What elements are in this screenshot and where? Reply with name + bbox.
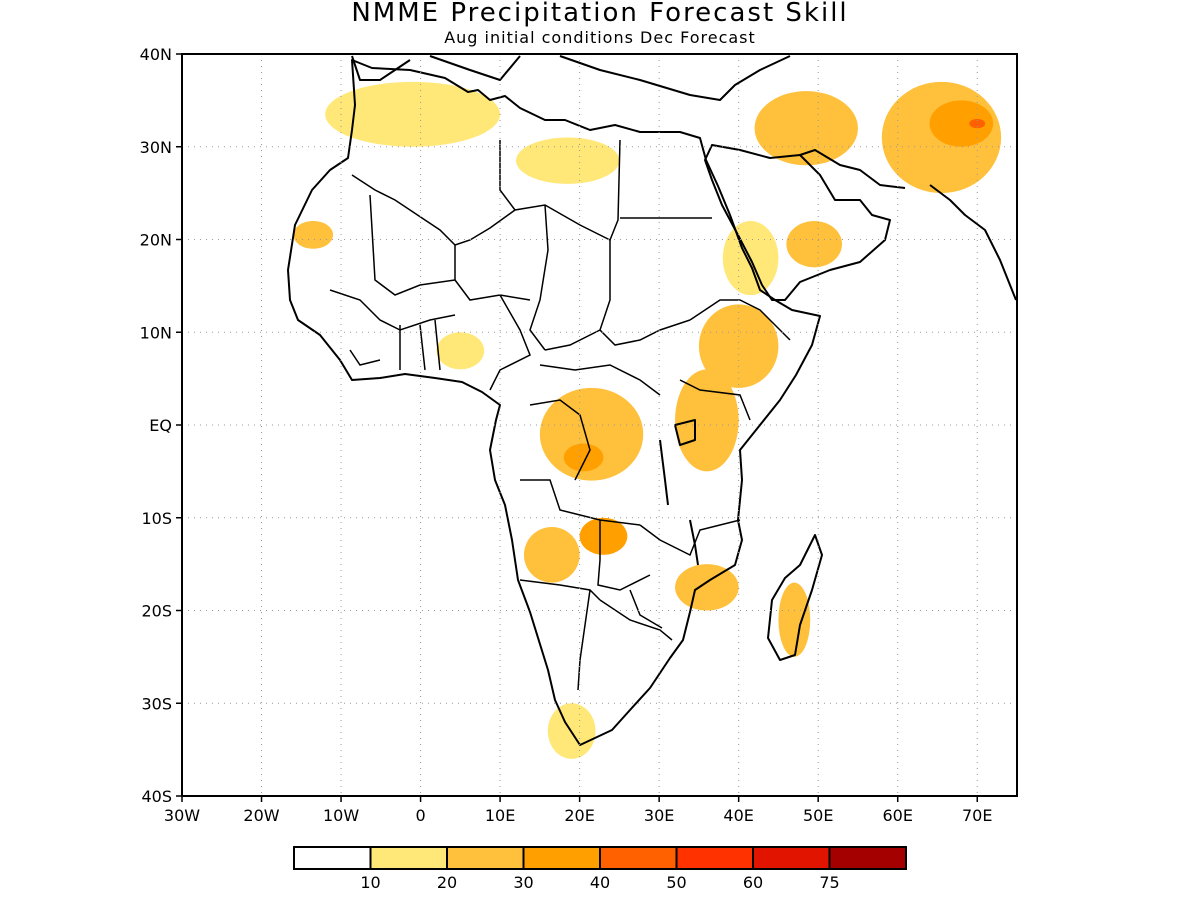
colorbar-label: 75 bbox=[819, 873, 839, 892]
colorbar-label: 50 bbox=[666, 873, 686, 892]
skill-region bbox=[969, 118, 986, 129]
country-borders bbox=[329, 139, 791, 691]
x-tick-label: 50E bbox=[803, 806, 833, 825]
skill-region bbox=[675, 369, 739, 472]
colorbar-swatch bbox=[599, 846, 678, 870]
skill-region bbox=[563, 443, 604, 472]
x-tick-label: 20W bbox=[243, 806, 279, 825]
colorbar-swatch bbox=[752, 846, 831, 870]
x-axis: 30W 20W 10W 0 10E 20E 30E 40E 50E 60E 70E bbox=[164, 796, 992, 825]
x-tick-label: 10E bbox=[485, 806, 515, 825]
y-axis: 40N 30N 20N 10N EQ 10S 20S 30S 40S bbox=[140, 45, 182, 806]
coastlines bbox=[287, 55, 1017, 746]
skill-region bbox=[436, 332, 485, 370]
x-tick-label: 20E bbox=[564, 806, 594, 825]
colorbar-swatch bbox=[293, 846, 372, 870]
arabia-coastline bbox=[704, 144, 891, 301]
colorbar-swatch bbox=[369, 846, 448, 870]
x-tick-label: 40E bbox=[723, 806, 753, 825]
colorbar-label: 10 bbox=[360, 873, 380, 892]
chart-title: NMME Precipitation Forecast Skill bbox=[351, 0, 849, 28]
x-tick-label: 10W bbox=[323, 806, 359, 825]
skill-region bbox=[523, 527, 580, 583]
y-tick-label: 40S bbox=[141, 787, 172, 806]
colorbar-swatch bbox=[828, 846, 907, 870]
y-tick-label: 40N bbox=[140, 45, 172, 64]
y-tick-label: 20N bbox=[140, 231, 172, 250]
great-lakes bbox=[659, 439, 699, 566]
lake-victoria bbox=[674, 419, 696, 446]
y-tick-label: 10S bbox=[141, 509, 172, 528]
colorbar-swatch bbox=[522, 846, 601, 870]
skill-region bbox=[293, 220, 334, 249]
madagascar-coastline bbox=[767, 534, 823, 661]
skill-region bbox=[516, 137, 620, 184]
y-tick-label: EQ bbox=[149, 416, 172, 435]
y-tick-label: 10N bbox=[140, 323, 172, 342]
india-coastline bbox=[929, 184, 1017, 301]
colorbar-label: 30 bbox=[513, 873, 533, 892]
x-tick-label: 30E bbox=[644, 806, 674, 825]
skill-region bbox=[698, 304, 779, 388]
colorbar-swatch bbox=[675, 846, 754, 870]
skill-region bbox=[929, 100, 994, 147]
africa-coastline bbox=[287, 59, 821, 746]
colorbar-label: 40 bbox=[590, 873, 610, 892]
y-tick-label: 20S bbox=[141, 602, 172, 621]
europe-coastline bbox=[351, 55, 791, 101]
skill-region bbox=[778, 582, 811, 657]
colorbar-swatch bbox=[446, 846, 525, 870]
colorbar-label: 60 bbox=[743, 873, 763, 892]
y-tick-label: 30N bbox=[140, 138, 172, 157]
skill-shading bbox=[293, 81, 1002, 759]
skill-region bbox=[325, 81, 501, 147]
colorbar-label: 20 bbox=[437, 873, 457, 892]
skill-region bbox=[786, 220, 843, 268]
skill-region bbox=[675, 564, 739, 611]
colorbar: 10 20 30 40 50 60 75 bbox=[293, 846, 907, 892]
gulf-coastline bbox=[799, 149, 906, 189]
skill-region bbox=[754, 91, 858, 166]
grid-lines bbox=[182, 54, 1017, 796]
skill-region bbox=[579, 517, 628, 555]
x-tick-label: 30W bbox=[164, 806, 200, 825]
y-tick-label: 30S bbox=[141, 694, 172, 713]
x-tick-label: 0 bbox=[415, 806, 425, 825]
chart-subtitle: Aug initial conditions Dec Forecast bbox=[444, 28, 756, 47]
x-tick-label: 70E bbox=[962, 806, 992, 825]
x-tick-label: 60E bbox=[882, 806, 912, 825]
